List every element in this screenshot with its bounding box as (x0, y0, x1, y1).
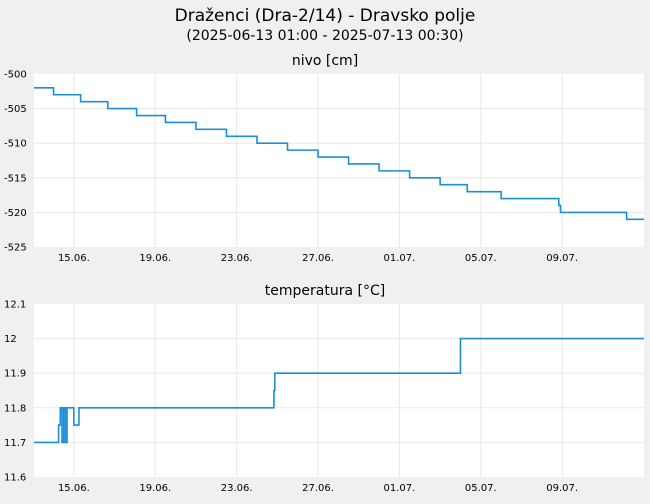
x-tick-label: 01.07. (384, 483, 416, 494)
y-tick-label: -510 (4, 139, 27, 150)
x-tick-label: 15.06. (58, 253, 90, 264)
temperatura-panel: 12.1 12 11.9 11.8 11.7 11.6 15.06. 19.06. 23.06.… (4, 300, 644, 494)
series-line (34, 87, 644, 221)
x-tick-label: 27.06. (302, 483, 334, 494)
y-tick-label: 11.6 (4, 473, 26, 484)
x-tick-label: 05.07. (465, 253, 497, 264)
panel-title-temperatura: temperatura [°C] (265, 283, 385, 299)
x-tick-label: 23.06. (221, 483, 253, 494)
panel-title-nivo: nivo [cm] (292, 53, 358, 69)
x-tick-label: 19.06. (139, 253, 171, 264)
y-tick-label: 12.1 (4, 300, 26, 311)
x-tick-label: 09.07. (546, 253, 578, 264)
nivo-panel: -500 -505 -510 -515 -520 -525 15.06. 19.06. 23.0… (4, 70, 644, 264)
plot-area (34, 74, 644, 247)
series-line (34, 337, 644, 444)
plot-area (34, 304, 644, 477)
y-tick-label: -525 (4, 243, 27, 254)
x-tick-label: 27.06. (302, 253, 334, 264)
x-tick-label: 09.07. (546, 483, 578, 494)
y-tick-label: 12 (4, 334, 17, 345)
y-tick-label: 11.7 (4, 438, 26, 449)
x-tick-label: 19.06. (139, 483, 171, 494)
chart-subtitle: (2025-06-13 01:00 - 2025-07-13 00:30) (186, 28, 463, 44)
x-tick-label: 01.07. (384, 253, 416, 264)
x-tick-label: 23.06. (221, 253, 253, 264)
y-tick-label: -520 (4, 208, 27, 219)
x-tick-label: 05.07. (465, 483, 497, 494)
y-tick-label: -505 (4, 104, 27, 115)
x-tick-label: 15.06. (58, 483, 90, 494)
y-tick-label: -515 (4, 173, 27, 184)
chart-title: Draženci (Dra-2/14) - Dravsko polje (175, 6, 476, 26)
y-tick-label: 11.9 (4, 369, 26, 380)
y-tick-label: -500 (4, 70, 27, 81)
y-tick-label: 11.8 (4, 403, 26, 414)
